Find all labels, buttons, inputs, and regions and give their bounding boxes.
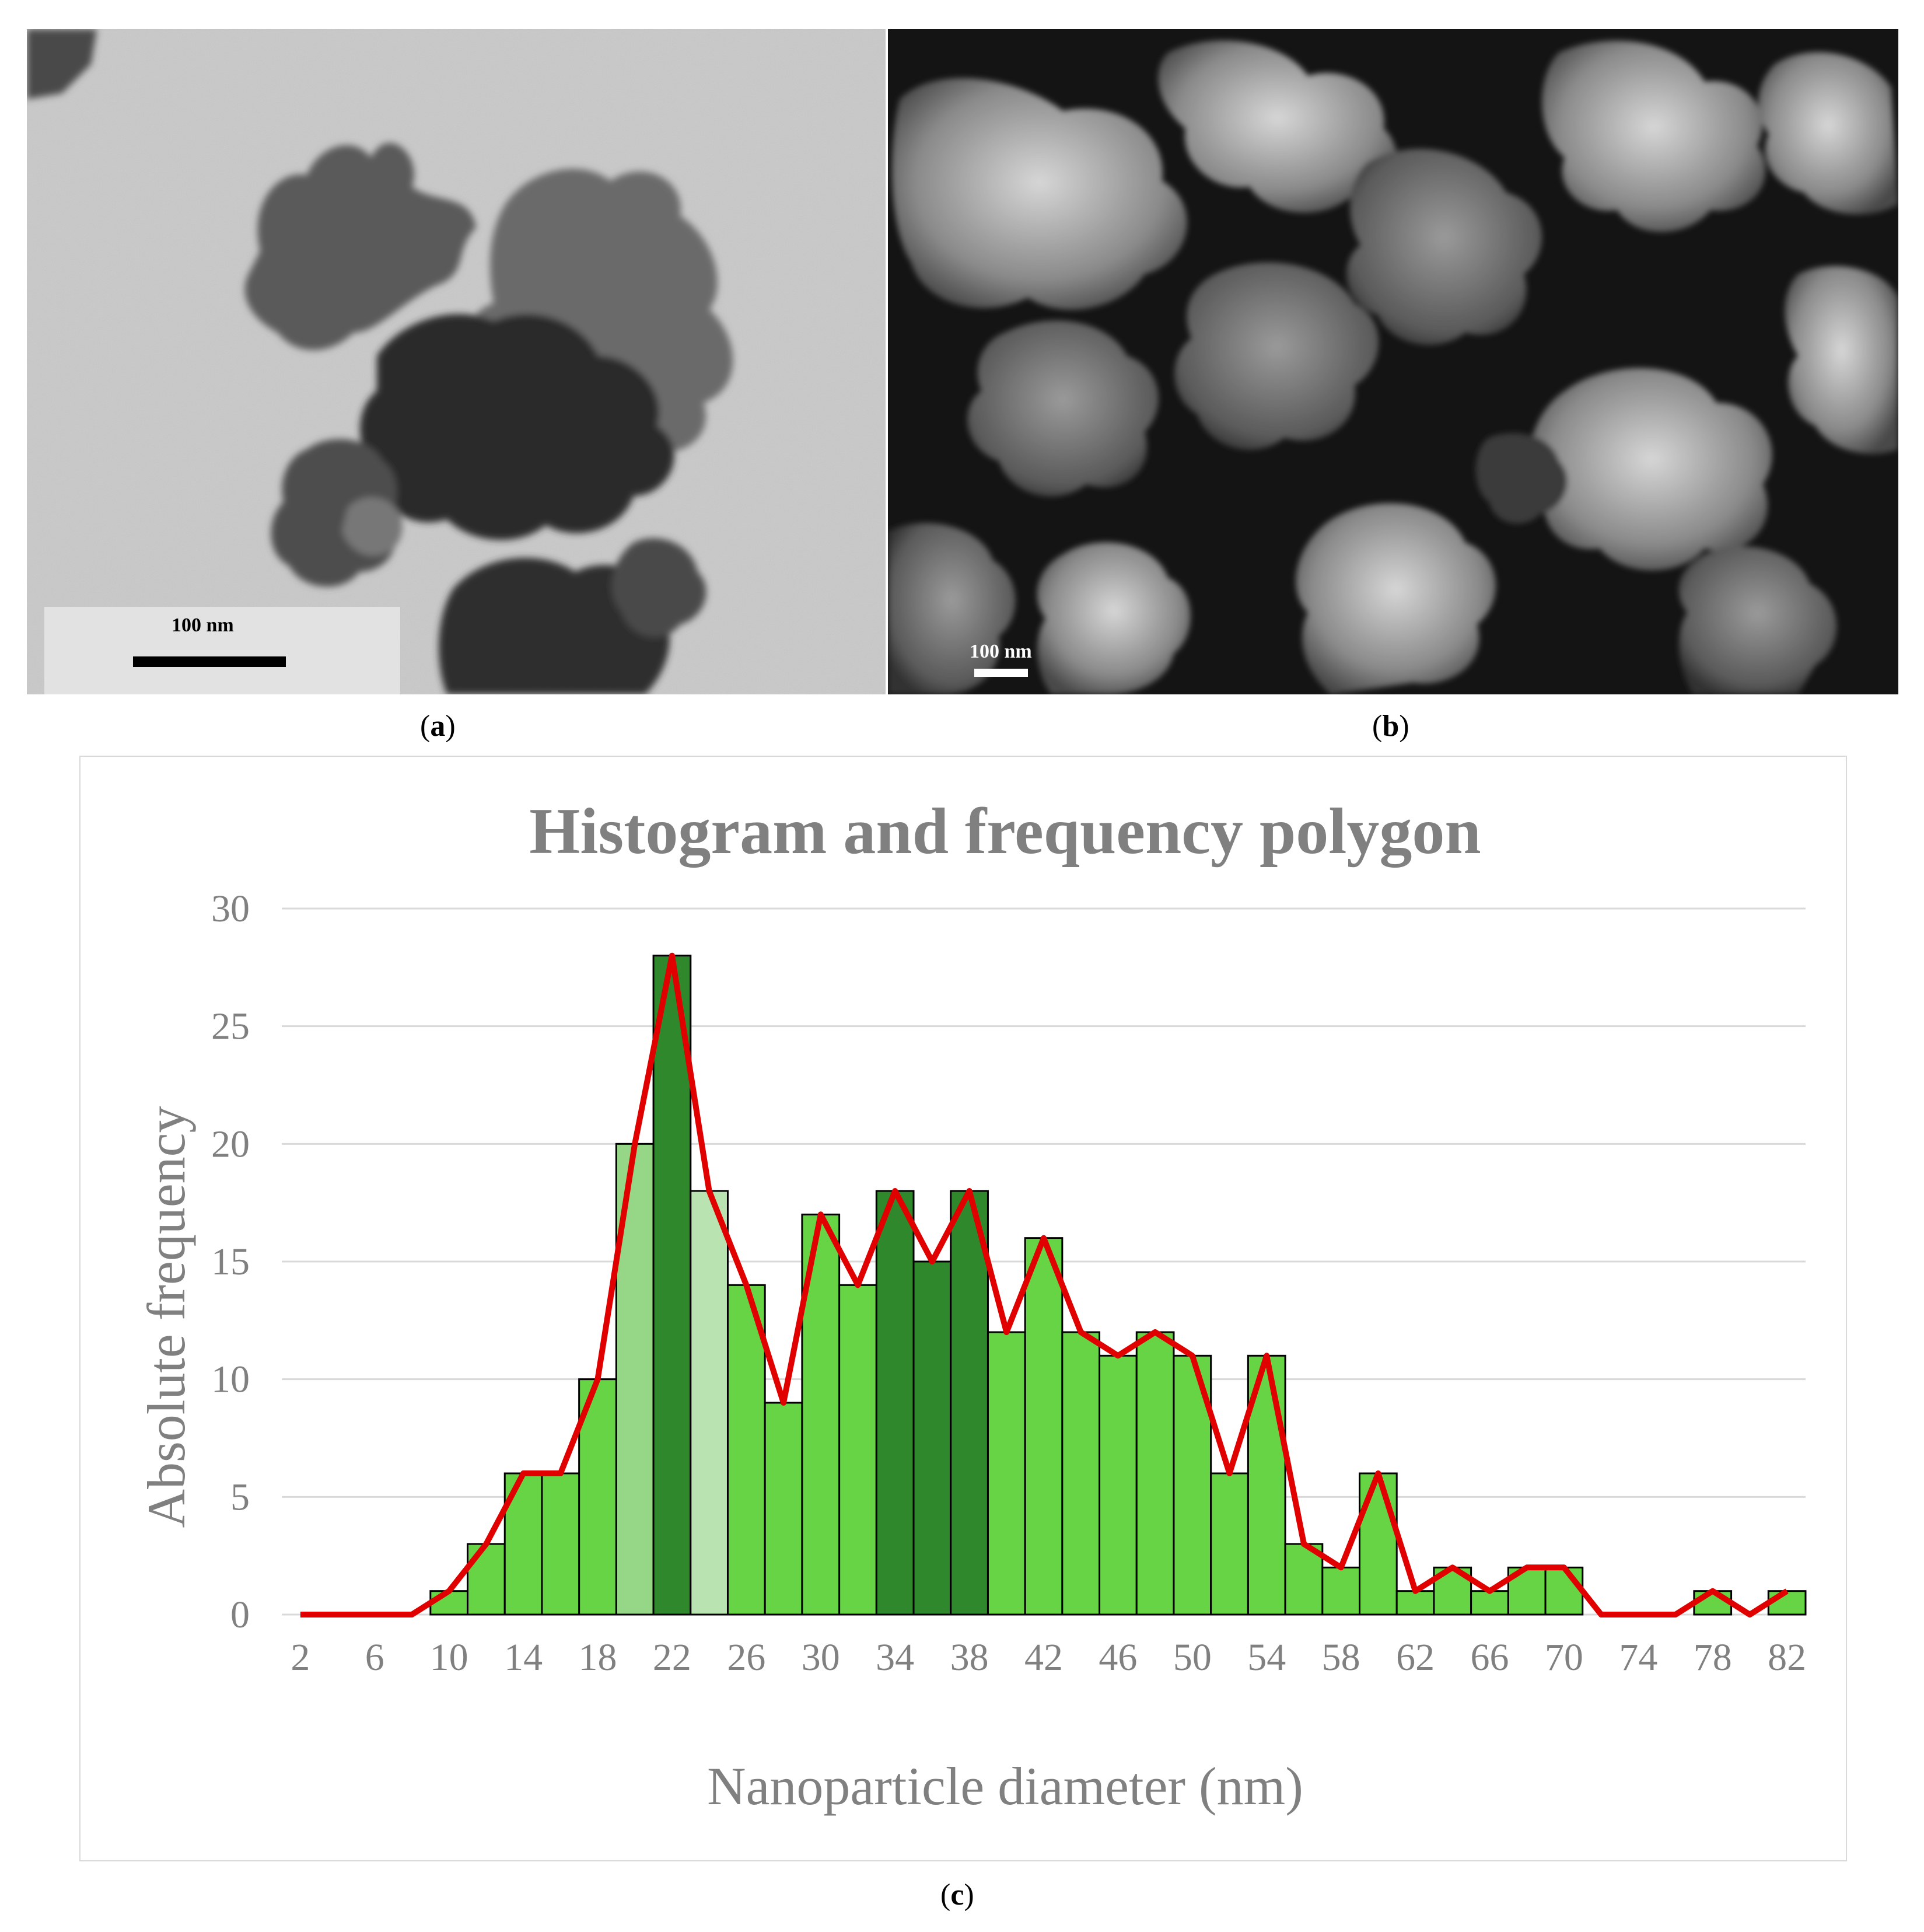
tem-micrograph: 100 nm [27,29,886,694]
x-tick-label: 78 [1694,1636,1732,1679]
x-tick-label: 62 [1396,1636,1435,1679]
x-tick-label: 74 [1619,1636,1657,1679]
histogram-bar [1395,1590,1435,1616]
frequency-polygon [300,952,1789,1617]
chart-title: Histogram and frequency polygon [529,795,1481,868]
histogram-bar [1693,1590,1733,1616]
x-tick-label: 66 [1470,1636,1509,1679]
caption-c: (c) [940,1878,974,1912]
caption-a: (a) [420,710,456,743]
tem-image [27,29,886,694]
histogram-bar [987,1331,1026,1616]
x-tick-label: 34 [876,1636,914,1679]
sem-image [888,29,1898,694]
histogram-bar [1321,1566,1361,1616]
x-tick-label: 58 [1322,1636,1360,1679]
histogram-bar [912,1260,952,1616]
histogram-bar [726,1284,766,1616]
x-tick-label: 54 [1247,1636,1286,1679]
histogram-chart: Histogram and frequency polygon 0 5 10 15 20… [79,756,1847,1861]
sem-scale-bar [974,669,1028,677]
x-axis-title: Nanoparticle diameter (nm) [707,1756,1303,1816]
x-tick-label: 26 [727,1636,765,1679]
x-tick-label: 18 [579,1636,617,1679]
y-tick-label: 0 [230,1594,250,1636]
histogram-bar [1099,1354,1138,1616]
histogram-bar [838,1284,877,1616]
x-tick-label: 46 [1099,1636,1137,1679]
x-axis-ticks: 2 6 10 14 18 22 26 30 34 38 42 46 50 54 58 62 66 70 74 78 82 [291,1636,1806,1679]
histogram-bar [467,1543,506,1616]
sem-scale-label: 100 nm [970,641,1032,662]
histogram-bar [1470,1590,1509,1616]
x-tick-label: 70 [1545,1636,1583,1679]
x-tick-label: 30 [802,1636,840,1679]
x-tick-label: 10 [430,1636,468,1679]
y-tick-label: 30 [211,888,250,930]
histogram-bar [764,1402,803,1616]
histogram-bar [1024,1237,1064,1616]
y-tick-label: 15 [211,1241,250,1283]
histogram-bar [652,955,692,1616]
chart-canvas: Histogram and frequency polygon 0 5 10 15 20… [137,795,1807,1816]
x-tick-label: 82 [1768,1636,1806,1679]
histogram-bar [1544,1566,1584,1616]
x-tick-label: 50 [1173,1636,1212,1679]
x-tick-label: 22 [653,1636,691,1679]
y-axis-title: Absolute frequency [137,1106,196,1528]
frequency-polygon-line [300,952,1789,1617]
histogram-bar [1507,1566,1547,1616]
histogram-bar [541,1472,580,1616]
y-tick-label: 5 [230,1476,250,1518]
x-tick-label: 38 [950,1636,989,1679]
histogram-bar [429,1590,469,1616]
sem-micrograph: 100 nm [888,29,1898,694]
histogram-bar [1210,1472,1249,1616]
histogram-bar [1767,1590,1807,1616]
y-tick-label: 25 [211,1005,250,1048]
histogram-bar [1135,1331,1175,1616]
x-tick-label: 14 [504,1636,543,1679]
y-tick-label: 20 [211,1123,250,1165]
histogram-bar [690,1190,729,1616]
tem-scale-bar [133,656,286,667]
histogram-bar [875,1190,915,1616]
y-tick-label: 10 [211,1358,250,1401]
histogram-bars [429,955,1807,1616]
caption-b: (b) [1372,710,1409,743]
histogram-bar [1359,1472,1398,1616]
x-tick-label: 42 [1024,1636,1063,1679]
x-tick-label: 2 [291,1636,310,1679]
y-axis-ticks: 0 5 10 15 20 25 30 [211,888,250,1636]
x-tick-label: 6 [365,1636,384,1679]
tem-scale-label: 100 nm [172,614,234,636]
histogram-bar [950,1190,989,1616]
histogram-bar [1061,1331,1101,1616]
